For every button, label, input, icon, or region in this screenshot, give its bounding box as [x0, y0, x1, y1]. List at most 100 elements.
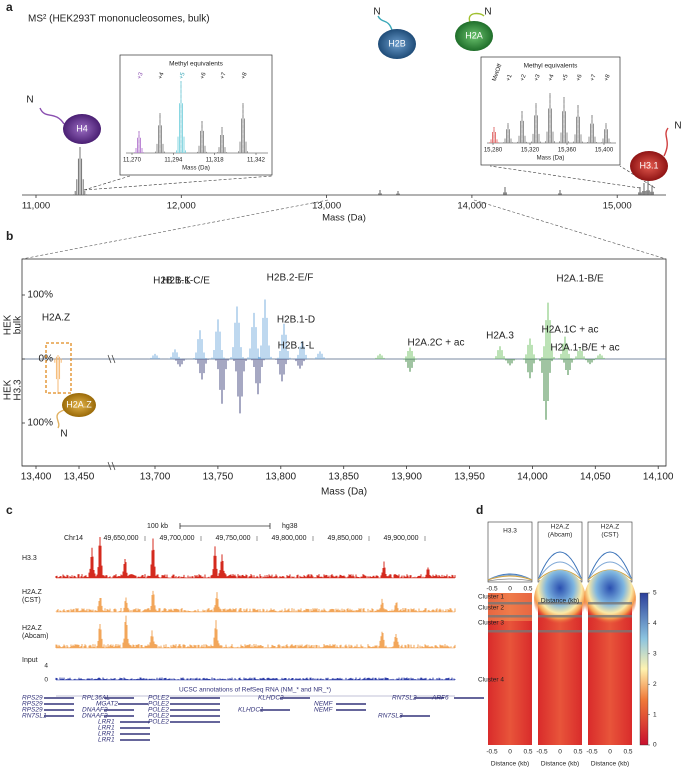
x-label: Distance (kb): [591, 761, 629, 768]
annotation-title: UCSC annotations of RefSeq RNA (NM_* and…: [179, 687, 331, 694]
tail: [56, 409, 65, 429]
chrom: Chr14: [64, 535, 83, 542]
peak: [531, 103, 541, 143]
peak: [134, 131, 144, 153]
peak: [545, 93, 555, 143]
peak: [558, 336, 572, 359]
inset-tick: 15,320: [521, 148, 540, 154]
gene-name: RN7SL1: [22, 713, 47, 720]
peak-label: H2B.1-K: [153, 276, 191, 287]
peak-label: H2A.1-B/E + ac: [550, 343, 619, 354]
track-label: HEK: [3, 379, 14, 400]
track-label: H2A.Z: [22, 625, 43, 632]
colorbar-label: 1: [653, 711, 657, 718]
colorbar-label: 0: [653, 742, 657, 749]
coordinate: 49,900,000: [383, 535, 418, 542]
colorbar-label: 3: [653, 651, 657, 658]
protein-name: H4: [76, 123, 88, 133]
colorbar: [639, 592, 649, 746]
gene-name: DNAAF2: [82, 707, 108, 714]
gene-name: LRR1: [98, 725, 115, 732]
cluster-label: Cluster 1: [478, 594, 504, 601]
peak: [73, 147, 87, 195]
x-tick-label: 13,400: [21, 472, 52, 483]
peak-label: +8: [241, 71, 249, 80]
peak: [54, 359, 62, 394]
peak-label: +3: [534, 73, 542, 82]
y-tick-label: 0%: [39, 354, 54, 365]
terminus: N: [26, 95, 33, 106]
signal-track: [55, 537, 456, 578]
signal-track: [55, 677, 456, 680]
track-label: (Abcam): [22, 633, 48, 640]
gene-name: KLHDC2: [258, 695, 284, 702]
peak: [396, 191, 400, 195]
peak: [593, 353, 607, 359]
peak: [403, 347, 417, 359]
gene-name: NEMF: [314, 707, 333, 714]
peak-label: +8: [604, 73, 612, 82]
peak-label: MetOff: [492, 63, 504, 82]
peak: [523, 338, 537, 359]
terminus: N: [373, 7, 380, 18]
terminus: N: [60, 429, 67, 440]
highlight-box: [45, 342, 72, 394]
cluster-divider: [488, 602, 532, 605]
frame: [21, 258, 667, 467]
x-tick-label: 15,000: [603, 201, 632, 212]
peak-label: H2B.1-C/E: [162, 276, 210, 287]
x-tick-label: -0.5: [586, 749, 598, 756]
peak-label: H2B.1-L: [278, 341, 315, 352]
peak-label: H2A.1-B/E: [556, 274, 604, 285]
x-label: Distance (kb): [541, 598, 579, 605]
x-tick-label: 13,450: [64, 472, 95, 483]
peak: [197, 121, 207, 153]
coordinate: 49,650,000: [103, 535, 138, 542]
peak: [217, 127, 227, 153]
profile-curve: [587, 551, 633, 581]
peak: [295, 341, 309, 359]
track-label: bulk: [13, 315, 24, 334]
x-tick-label: 0: [608, 749, 612, 756]
column-title: (Abcam): [548, 532, 573, 539]
protein: [630, 151, 668, 181]
peak: [642, 183, 646, 195]
colorbar-label: 4: [653, 620, 657, 627]
signal-track: [55, 615, 456, 648]
peak-label: +6: [200, 71, 208, 80]
peak: [373, 353, 387, 359]
title: MS² (HEK293T mononucleosomes, bulk): [28, 14, 210, 25]
peak: [558, 190, 562, 195]
peak: [193, 330, 207, 359]
peak: [258, 299, 272, 359]
protein: [455, 21, 493, 51]
peak: [493, 346, 507, 359]
colorbar-label: 5: [653, 590, 657, 597]
x-label: Distance (kb): [491, 761, 529, 768]
tail: [468, 12, 485, 23]
cluster-divider: [588, 615, 632, 618]
x-tick-label: 0: [508, 749, 512, 756]
peak: [541, 302, 555, 359]
peak-label: +1: [506, 73, 514, 82]
peak: [275, 359, 289, 382]
peak: [215, 359, 229, 404]
x-tick-label: 14,000: [457, 201, 486, 212]
gene-name: POLE2: [148, 713, 169, 720]
x-tick-label: 0.5: [523, 586, 532, 593]
x-label: Distance (kb): [541, 761, 579, 768]
peak-label: +2: [520, 73, 528, 82]
cluster-divider: [488, 630, 532, 633]
x-tick-label: 13,700: [140, 472, 171, 483]
peak: [503, 187, 507, 195]
gene-name: RN7SL3: [378, 713, 403, 720]
protein-name: H3.1: [639, 160, 658, 170]
track-label: H2A.Z: [22, 589, 43, 596]
peak-label: +7: [220, 71, 228, 80]
track-label: (CST): [22, 597, 41, 604]
assembly: hg38: [282, 523, 298, 530]
gene-name: POLE2: [148, 719, 169, 726]
x-tick-label: -0.5: [486, 749, 498, 756]
x-tick-label: 14,000: [517, 472, 548, 483]
peak: [539, 359, 553, 420]
